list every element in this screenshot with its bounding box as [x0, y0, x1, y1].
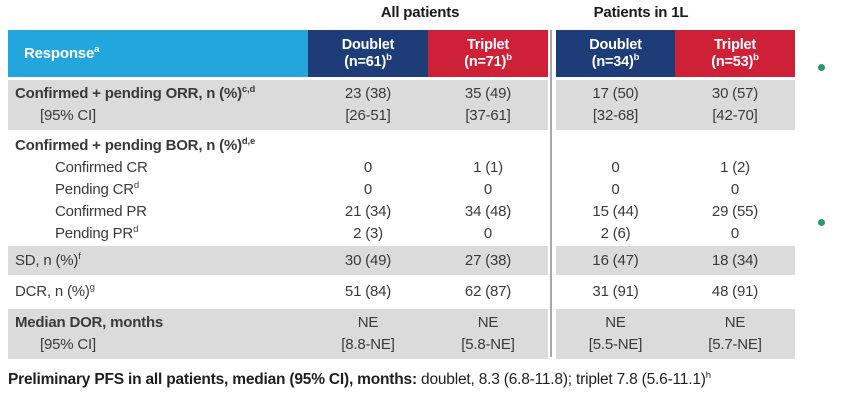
column-group-gap: [548, 246, 556, 275]
dcr-footnote-marker: g: [89, 281, 95, 293]
pfs-footnote-marker: h: [705, 369, 711, 381]
table-header-row: Responsea Doublet (n=61)b Triplet (n=71)…: [8, 30, 795, 77]
column-group-gap: [548, 80, 556, 130]
dcr-row-label: DCR, n (%): [15, 282, 90, 300]
orr-row-label: Confirmed + pending ORR, n (%): [15, 85, 242, 102]
column-group-gap: [548, 30, 556, 77]
bor-label-cell: Confirmed + pending BOR, n (%)d,e Confir…: [15, 136, 256, 242]
response-header-cell: Responsea: [8, 30, 308, 77]
bullet-dot-icon: [818, 219, 825, 226]
column-group-gap: [548, 275, 556, 307]
col-header-doublet-all: Doublet (n=61)b: [308, 30, 428, 77]
col-header-triplet-1l: Triplet (n=53)b: [675, 30, 795, 77]
column-group-gap: [548, 135, 556, 245]
bor-values-doublet-1l: 0 0 15 (44) 2 (6): [592, 159, 639, 242]
col-header-n: (n=71): [464, 53, 507, 70]
bor-group-label: Confirmed + pending BOR, n (%): [15, 137, 242, 154]
bor-item-pending-cr-label: Pending CR: [55, 181, 134, 198]
col-header-label: Doublet: [589, 36, 642, 53]
orr-value-doublet-1l: 17 (50) [32-68]: [556, 80, 675, 130]
dor-value-triplet-all: NE [5.8-NE]: [428, 309, 548, 359]
col-footnote-marker: b: [633, 51, 640, 63]
dor-row-label-cell: Median DOR, months [95% CI]: [8, 309, 308, 359]
sd-value-triplet-1l: 18 (34): [675, 246, 795, 275]
dor-value-doublet-all: NE [8.8-NE]: [308, 309, 428, 359]
table-row-dcr: DCR, n (%)g 51 (84) 62 (87) 31 (91) 48 (…: [8, 275, 795, 307]
table-row-dor: Median DOR, months [95% CI] NE [8.8-NE] …: [8, 309, 795, 359]
dor-value-doublet-1l: NE [5.5-NE]: [556, 309, 675, 359]
response-results-table: Responsea Doublet (n=61)b Triplet (n=71)…: [8, 30, 795, 359]
table-row-sd: SD, n (%)f 30 (49) 27 (38) 16 (47) 18 (3…: [8, 246, 795, 275]
dcr-value-doublet-all: 51 (84): [344, 282, 392, 300]
dcr-value-doublet-1l: 31 (91): [592, 282, 639, 300]
col-header-label: Doublet: [341, 36, 395, 53]
orr-value-triplet-all: 35 (49) [37-61]: [428, 80, 548, 130]
group-divider-line: [550, 30, 552, 357]
bor-item-pending-pr-label: Pending PR: [55, 225, 134, 242]
sd-footnote-marker: f: [78, 251, 81, 262]
col-footnote-marker: b: [506, 51, 512, 63]
pfs-footnote: Preliminary PFS in all patients, median …: [8, 371, 711, 389]
bor-values-doublet-all: 0 0 21 (34) 2 (3): [344, 159, 392, 242]
sd-value-doublet-all: 30 (49): [308, 246, 428, 275]
table-row-orr: Confirmed + pending ORR, n (%)c,d [95% C…: [8, 80, 795, 130]
column-group-header-patients-in-1l: Patients in 1L: [593, 4, 689, 21]
col-header-n: (n=53): [711, 53, 754, 70]
bullet-dot-icon: [818, 64, 825, 71]
col-header-label: Triplet: [466, 36, 510, 53]
sd-value-doublet-1l: 16 (47): [556, 246, 675, 275]
orr-value-triplet-1l: 30 (57) [42-70]: [675, 80, 795, 130]
pfs-footnote-lead: Preliminary PFS in all patients, median …: [8, 371, 417, 388]
bor-values-triplet-all: 1 (1) 0 34 (48) 0: [464, 159, 512, 242]
bor-item-confirmed-cr-label: Confirmed CR: [55, 159, 148, 176]
col-footnote-marker: b: [386, 51, 392, 63]
column-group-gap: [548, 309, 556, 359]
orr-row-label-cell: Confirmed + pending ORR, n (%)c,d [95% C…: [8, 80, 308, 130]
dor-ci-label: [95% CI]: [40, 336, 96, 353]
dcr-value-triplet-1l: 48 (91): [711, 282, 759, 300]
sd-row-label-cell: SD, n (%)f: [8, 246, 308, 275]
col-footnote-marker: b: [753, 51, 759, 63]
orr-footnote-marker: c,d: [241, 84, 256, 95]
column-group-header-all-patients: All patients: [380, 4, 460, 21]
dor-row-label: Median DOR, months: [15, 314, 164, 331]
response-header-label: Response: [24, 45, 95, 62]
response-footnote-marker: a: [94, 44, 100, 55]
dor-value-triplet-1l: NE [5.7-NE]: [675, 309, 795, 359]
pfs-footnote-values: doublet, 8.3 (6.8-11.8); triplet 7.8 (5.…: [416, 371, 706, 388]
col-header-n: (n=61): [344, 53, 387, 70]
sd-value-triplet-all: 27 (38): [428, 246, 548, 275]
bor-item-confirmed-pr-label: Confirmed PR: [55, 203, 147, 220]
col-header-n: (n=34): [591, 53, 634, 70]
dcr-value-triplet-all: 62 (87): [464, 282, 512, 300]
table-row-group-bor: Confirmed + pending BOR, n (%)d,e Confir…: [8, 132, 795, 246]
dcr-row-label-cell: DCR, n (%)g: [8, 275, 308, 307]
col-header-label: Triplet: [713, 36, 757, 53]
orr-value-doublet-all: 23 (38) [26-51]: [308, 80, 428, 130]
col-header-triplet-all: Triplet (n=71)b: [428, 30, 548, 77]
bor-footnote-marker: d,e: [241, 136, 256, 147]
sd-row-label: SD, n (%): [15, 252, 79, 269]
col-header-doublet-1l: Doublet (n=34)b: [556, 30, 675, 77]
bor-values-triplet-1l: 1 (2) 0 29 (55) 0: [711, 159, 759, 242]
orr-ci-label: [95% CI]: [40, 107, 96, 124]
